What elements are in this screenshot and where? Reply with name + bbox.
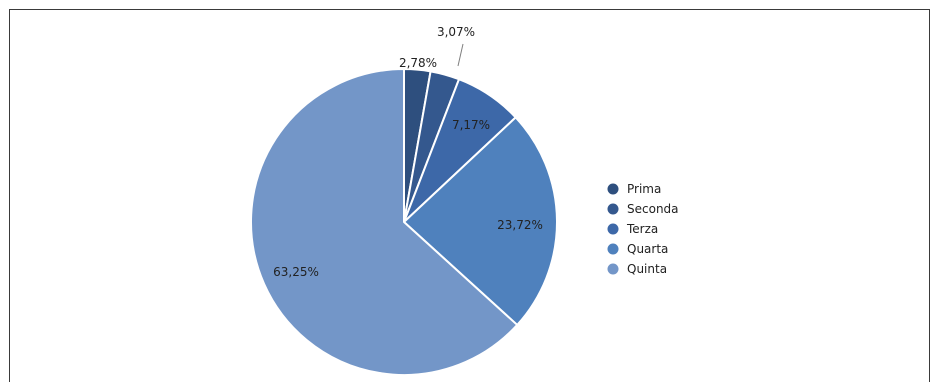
slice-label-leader-line (457, 43, 464, 67)
slice-label-prima: 2,78% (399, 56, 437, 70)
legend-label-prima: Prima (627, 182, 661, 196)
legend-label-seconda: Seconda (627, 202, 679, 216)
legend-marker-terza (607, 223, 619, 235)
legend-label-terza: Terza (626, 222, 658, 236)
frame-border-right (929, 9, 930, 382)
legend-item-terza: Terza (607, 222, 658, 236)
legend-item-quinta: Quinta (607, 262, 667, 276)
chart-legend: Prima Seconda Terza Quarta Quinta (607, 182, 679, 276)
legend-item-seconda: Seconda (607, 202, 679, 216)
slice-label-seconda: 3,07% (437, 25, 475, 39)
legend-label-quinta: Quinta (627, 262, 667, 276)
legend-item-quarta: Quarta (607, 242, 668, 256)
legend-marker-prima (607, 183, 619, 195)
pie-slice-quinta (250, 68, 519, 376)
pie-slice-quarta (403, 116, 558, 326)
legend-marker-quinta (607, 263, 619, 275)
pie-slices (250, 68, 558, 376)
slice-label-quinta: 63,25% (273, 265, 319, 279)
frame-border-left (9, 9, 10, 382)
frame-border-top (9, 9, 930, 10)
legend-label-quarta: Quarta (627, 242, 668, 256)
legend-marker-seconda (607, 203, 619, 215)
slice-label-terza: 7,17% (452, 118, 490, 132)
slice-label-quarta: 23,72% (497, 218, 543, 232)
legend-marker-quarta (607, 243, 619, 255)
legend-item-prima: Prima (607, 182, 661, 196)
pie-data-labels: 2,78% 3,07% 7,17% 23,72% 63,25% (273, 25, 543, 279)
